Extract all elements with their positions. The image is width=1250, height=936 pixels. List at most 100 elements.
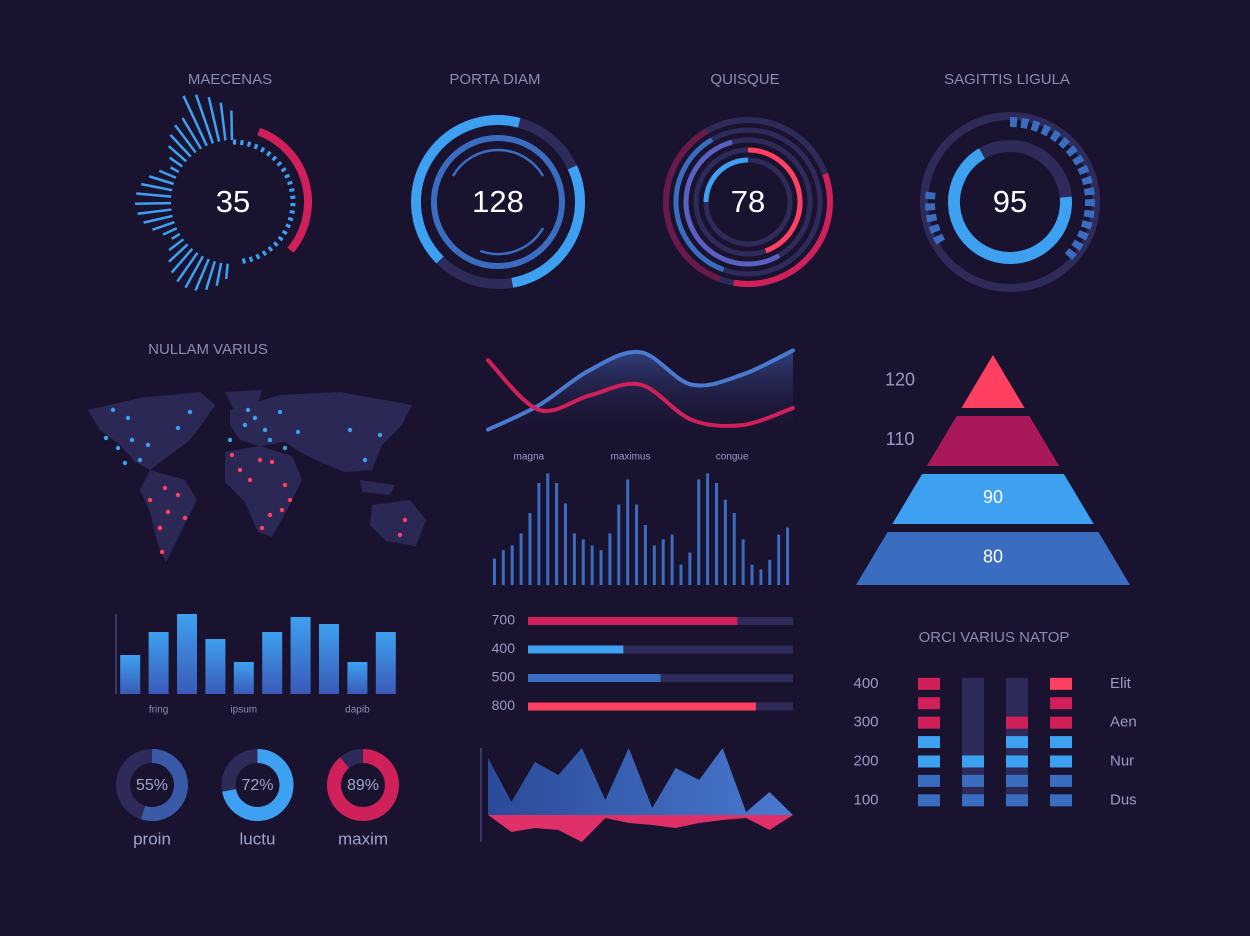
block (962, 774, 984, 787)
x-tick-label: magna (514, 452, 545, 463)
bar (688, 552, 692, 585)
continent (88, 392, 215, 470)
spike (171, 232, 181, 240)
gauge-title: PORTA DIAM (449, 71, 540, 88)
continent (230, 392, 412, 472)
x-tick-label: fring (149, 705, 168, 716)
continent (370, 500, 426, 546)
map-dot (237, 467, 243, 473)
map-dot (145, 442, 151, 448)
ring-arc (932, 233, 946, 245)
spike (169, 156, 183, 168)
y-tick-label: 100 (853, 791, 878, 808)
ring-arc (280, 167, 287, 173)
ring-arc (1064, 248, 1077, 260)
ring-arc (285, 223, 291, 229)
block (1006, 736, 1028, 749)
ring-arc (1081, 175, 1093, 186)
ring-arc (261, 250, 268, 257)
ring-arc (1077, 164, 1090, 176)
bar (635, 504, 639, 585)
bar (643, 525, 647, 585)
bar (626, 479, 630, 585)
bar (608, 533, 612, 585)
ring-arc (272, 241, 279, 247)
block (918, 736, 940, 749)
map-dot (257, 457, 263, 463)
map-dot (103, 435, 109, 441)
tier-label: 80 (983, 546, 1003, 566)
gauge-title: MAECENAS (188, 71, 272, 88)
map-dot (259, 525, 265, 531)
bar (652, 545, 656, 585)
map-dot (227, 437, 233, 443)
ring-arc (257, 127, 312, 253)
spike (168, 238, 185, 252)
ring-arc (1072, 154, 1085, 166)
ring-arc (265, 150, 272, 157)
bar (723, 499, 727, 585)
block (918, 716, 940, 729)
ring-arc (926, 213, 938, 223)
pyramid-tier (892, 474, 1094, 524)
spike (204, 260, 217, 291)
bar (555, 483, 559, 585)
bar-track (528, 645, 793, 654)
line (486, 358, 795, 429)
spike (168, 243, 189, 263)
bar (528, 645, 624, 654)
ring-arc (327, 749, 399, 821)
bar (715, 483, 718, 585)
ring-arc (451, 148, 545, 177)
map-dot (282, 482, 288, 488)
pyramid-tier (856, 532, 1130, 585)
y-tick-label: 500 (492, 669, 516, 685)
row-label: Aen (1110, 714, 1137, 731)
donut-label: maxim (338, 829, 388, 848)
ring-arc (511, 165, 585, 288)
tier-label: 90 (983, 487, 1003, 507)
block (918, 697, 940, 710)
map-dot (402, 517, 408, 523)
ring-arc (276, 160, 283, 167)
area (488, 748, 793, 815)
spike (148, 175, 175, 186)
bar (510, 545, 514, 585)
spike (158, 169, 177, 179)
spike (176, 252, 199, 283)
line-fill (488, 350, 793, 440)
map-dot (397, 532, 403, 538)
y-tick-label: 400 (492, 640, 516, 656)
map-dot (182, 515, 188, 521)
spike (194, 258, 210, 291)
map-dot (267, 512, 273, 518)
spike (230, 110, 234, 141)
ring-arc (1083, 187, 1095, 196)
row-label: Dus (1110, 791, 1137, 808)
gauge-value: 78 (731, 184, 765, 219)
gauge-value: 128 (472, 184, 524, 219)
ring-arc (683, 139, 781, 267)
spike (135, 201, 172, 205)
map-dot (347, 427, 353, 433)
donut-label: proin (133, 829, 171, 848)
spike (170, 247, 194, 274)
y-tick-label: 700 (492, 612, 516, 628)
ring-arc (928, 223, 941, 234)
map-dot (159, 549, 165, 555)
donut-value: 55% (136, 777, 168, 794)
ring-arc (281, 229, 288, 236)
map-dot (295, 429, 301, 435)
block (1050, 755, 1072, 768)
spike (184, 255, 205, 289)
bar (492, 558, 496, 585)
spike (136, 192, 172, 198)
row-label: Elit (1110, 675, 1132, 692)
bar (375, 632, 396, 694)
spike (137, 208, 172, 215)
gauge-value: 95 (993, 184, 1027, 219)
ring-arc (411, 115, 521, 264)
spike (219, 102, 227, 141)
ring-arc (1058, 136, 1071, 150)
